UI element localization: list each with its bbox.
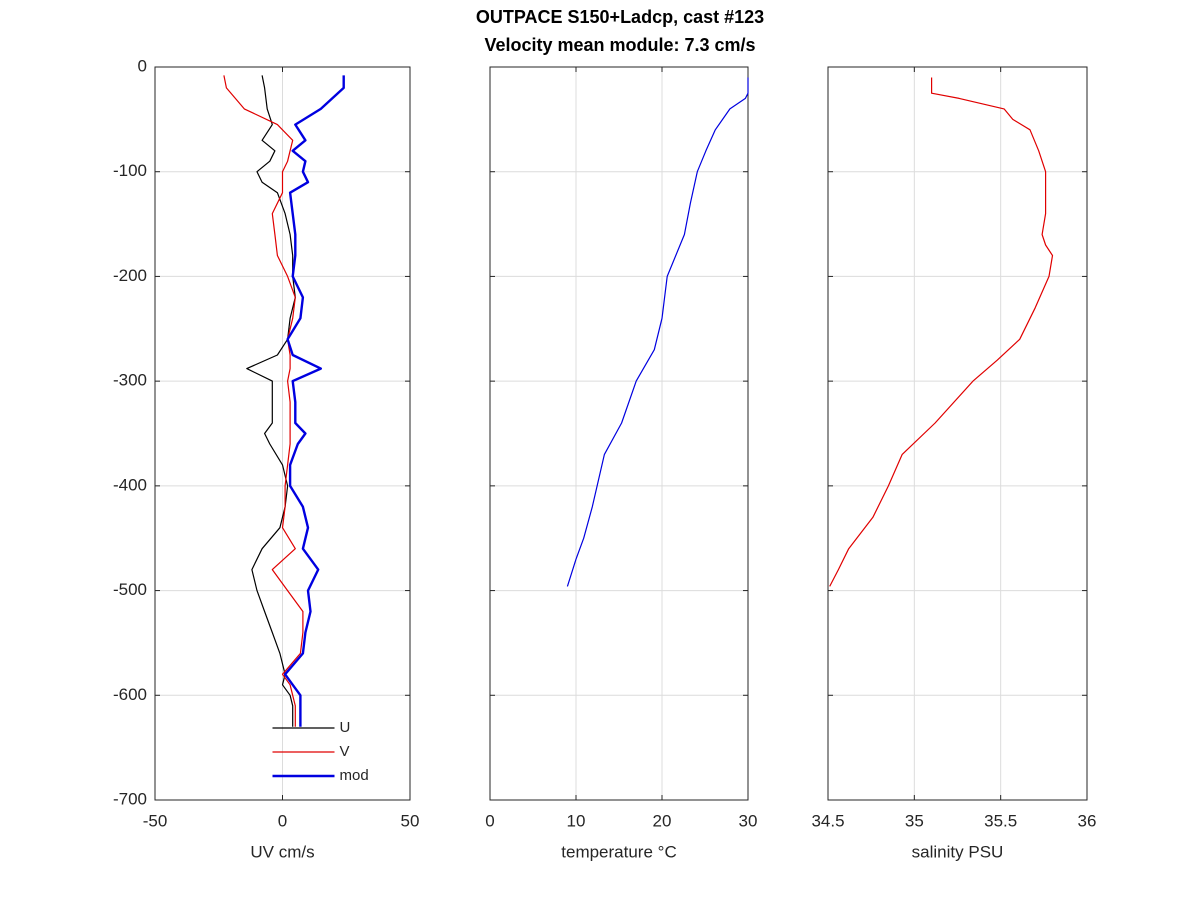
legend-label: U [340, 719, 351, 736]
x-tick-label: 30 [739, 811, 758, 830]
profile-line [283, 75, 345, 727]
y-tick-label: -600 [113, 685, 147, 704]
y-tick-label: -700 [113, 789, 147, 808]
x-tick-label: 50 [401, 811, 420, 830]
axes-box [827, 66, 1088, 801]
plot-area [490, 67, 748, 800]
chart-title: OUTPACE S150+Ladcp, cast #123 [476, 7, 764, 27]
x-tick-label: 35 [905, 811, 924, 830]
x-tick-label: 34.5 [811, 811, 844, 830]
x-tick-label: 0 [485, 811, 494, 830]
y-tick-label: -200 [113, 266, 147, 285]
x-tick-label: 36 [1078, 811, 1097, 830]
y-tick-label: -400 [113, 475, 147, 494]
profile-line [223, 75, 304, 727]
x-tick-label: 35.5 [984, 811, 1017, 830]
profile-line [246, 75, 296, 727]
profile-line [566, 77, 749, 587]
x-axis-label: UV cm/s [250, 842, 314, 861]
x-tick-label: 20 [653, 811, 672, 830]
y-tick-label: -100 [113, 161, 147, 180]
x-axis-label: salinity PSU [912, 842, 1004, 861]
x-tick-label: 10 [567, 811, 586, 830]
axes-box [489, 66, 749, 801]
x-tick-label: 0 [278, 811, 287, 830]
axes-box [154, 66, 411, 801]
y-tick-label: -300 [113, 371, 147, 390]
x-axis-label: temperature °C [561, 842, 676, 861]
profile-line [829, 77, 1054, 587]
legend-label: V [340, 743, 350, 760]
y-tick-label: 0 [138, 56, 147, 75]
plot-area [828, 67, 1087, 800]
x-tick-label: -50 [143, 811, 168, 830]
chart-subtitle: Velocity mean module: 7.3 cm/s [484, 35, 755, 55]
y-tick-label: -500 [113, 580, 147, 599]
legend-label: mod [340, 767, 369, 784]
